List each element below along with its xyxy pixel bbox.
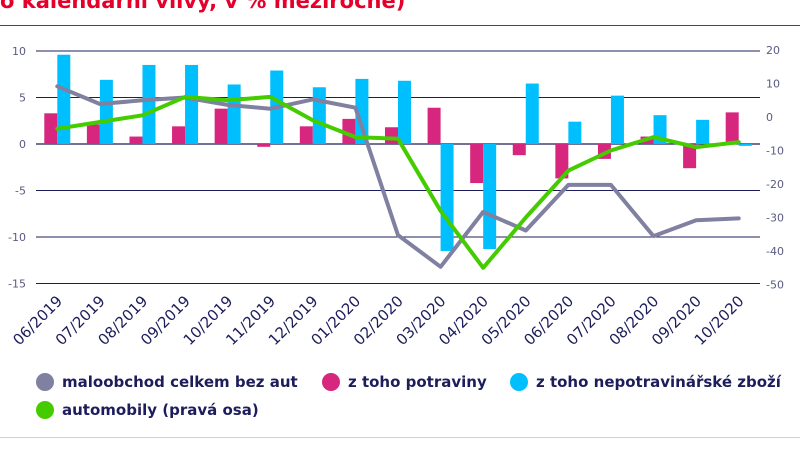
left-tick-label: 5 — [19, 92, 26, 105]
bar-nonfood — [610, 95, 624, 144]
bar-nonfood — [142, 64, 156, 144]
legend-item-food: z toho potraviny — [322, 373, 487, 391]
legend-marker-cars — [36, 401, 54, 419]
legend-marker-food — [322, 373, 340, 391]
bar-nonfood — [57, 54, 71, 144]
bar-food — [725, 112, 739, 144]
bar-nonfood — [185, 64, 199, 144]
right-tick-label: 10 — [766, 78, 780, 91]
bar-food — [683, 144, 697, 169]
left-tick-label: -10 — [8, 231, 26, 244]
bar-nonfood — [99, 79, 113, 144]
legend-marker-retail — [36, 373, 54, 391]
bar-nonfood — [568, 121, 582, 144]
left-tick-label: 10 — [12, 45, 26, 58]
bar-food — [427, 107, 441, 144]
bar-nonfood — [312, 87, 326, 144]
bar-nonfood — [227, 84, 241, 144]
right-tick-label: -10 — [766, 145, 784, 158]
bar-food — [385, 127, 398, 144]
bar-nonfood — [440, 144, 454, 251]
left-tick-label: 0 — [19, 138, 26, 151]
legend-item-retail: maloobchod celkem bez aut — [36, 373, 298, 391]
bar-nonfood — [696, 119, 710, 144]
footer-divider — [0, 437, 800, 438]
line-cars — [55, 94, 741, 270]
bar-food — [214, 108, 228, 144]
title-divider — [0, 25, 800, 26]
right-tick-label: -30 — [766, 212, 784, 225]
bar-food — [44, 113, 58, 144]
bar-nonfood — [483, 144, 497, 250]
legend-item-cars: automobily (pravá osa) — [36, 401, 259, 419]
right-tick-label: -40 — [766, 245, 784, 258]
right-tick-label: -50 — [766, 279, 784, 292]
bar-nonfood — [525, 83, 539, 144]
line-retail-total — [55, 84, 741, 269]
left-tick-label: -15 — [8, 278, 26, 291]
legend-marker-nonfood — [510, 373, 528, 391]
bar-nonfood — [355, 78, 369, 144]
bar-food — [299, 126, 313, 144]
bar-food — [257, 144, 271, 147]
right-tick-label: -20 — [766, 178, 784, 191]
bar-food — [470, 144, 484, 184]
bar-nonfood — [738, 144, 752, 146]
legend-label-nonfood: z toho nepotravinářské zboží — [536, 373, 781, 391]
bar-food — [512, 144, 526, 156]
legend-label-cars: automobily (pravá osa) — [62, 401, 259, 419]
right-tick-label: 0 — [766, 111, 773, 124]
bar-food — [555, 144, 569, 179]
legend-label-retail: maloobchod celkem bez aut — [62, 373, 298, 391]
bar-food — [86, 124, 100, 144]
bar-food — [129, 136, 143, 144]
chart-title: o kalendářní vlivy, v % meziročně) — [0, 0, 406, 13]
legend-label-food: z toho potraviny — [348, 373, 487, 391]
bar-nonfood — [398, 80, 411, 144]
bar-food — [172, 126, 186, 144]
left-tick-label: -5 — [15, 185, 26, 198]
right-tick-label: 20 — [766, 44, 780, 57]
legend-item-nonfood: z toho nepotravinářské zboží — [510, 373, 781, 391]
